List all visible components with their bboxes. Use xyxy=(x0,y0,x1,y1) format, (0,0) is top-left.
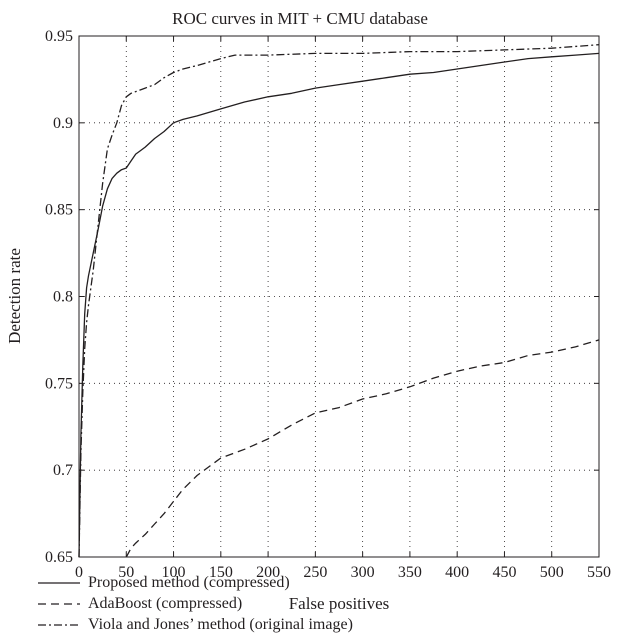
x-tick-label: 50 xyxy=(118,564,134,581)
y-tick-label: 0.75 xyxy=(45,375,73,392)
x-tick-label: 550 xyxy=(587,564,611,581)
legend-item-viola-jones: Viola and Jones’ method (original image) xyxy=(36,614,353,635)
y-tick-label: 0.8 xyxy=(53,289,73,306)
series-line-proposed xyxy=(78,52,600,558)
x-axis-label: False positives xyxy=(289,594,390,613)
legend-line-dashdot xyxy=(38,623,80,626)
y-tick-label: 0.95 xyxy=(45,28,73,45)
x-tick-label: 400 xyxy=(445,564,469,581)
x-tick-label: 450 xyxy=(492,564,516,581)
legend: Proposed method (compressed) AdaBoost (c… xyxy=(36,572,353,635)
legend-item-proposed: Proposed method (compressed) xyxy=(36,572,353,593)
series-line-viola-jones xyxy=(78,44,600,558)
grid xyxy=(79,36,599,557)
x-tick-label: 200 xyxy=(256,564,280,581)
y-tick-label: 0.7 xyxy=(53,462,73,479)
plot-frame xyxy=(78,35,600,558)
legend-item-adaboost: AdaBoost (compressed) xyxy=(36,593,353,614)
x-tick-label: 300 xyxy=(351,564,375,581)
axis-ticks: 0 50 100 150 200 250 300 350 400 450 500 550 0.65 0.7… xyxy=(45,28,611,581)
x-tick-label: 150 xyxy=(209,564,233,581)
y-tick-label: 0.65 xyxy=(45,549,73,566)
x-tick-label: 350 xyxy=(398,564,422,581)
y-tick-label: 0.9 xyxy=(53,115,73,132)
legend-label-adaboost: AdaBoost (compressed) xyxy=(88,594,243,612)
chart-title: ROC curves in MIT + CMU database xyxy=(172,9,428,28)
legend-line-solid xyxy=(38,581,80,584)
x-tick-label: 250 xyxy=(303,564,327,581)
series-lines xyxy=(78,44,600,558)
series-line-adaboost xyxy=(125,339,600,558)
x-tick-label: 100 xyxy=(162,564,186,581)
y-axis-label: Detection rate xyxy=(5,248,24,344)
legend-label-proposed: Proposed method (compressed) xyxy=(88,573,290,591)
x-tick-label: 0 xyxy=(75,564,83,581)
legend-label-viola-jones: Viola and Jones’ method (original image) xyxy=(88,615,353,633)
x-tick-label: 500 xyxy=(540,564,564,581)
legend-line-dashed xyxy=(38,602,80,605)
y-tick-label: 0.85 xyxy=(45,202,73,219)
